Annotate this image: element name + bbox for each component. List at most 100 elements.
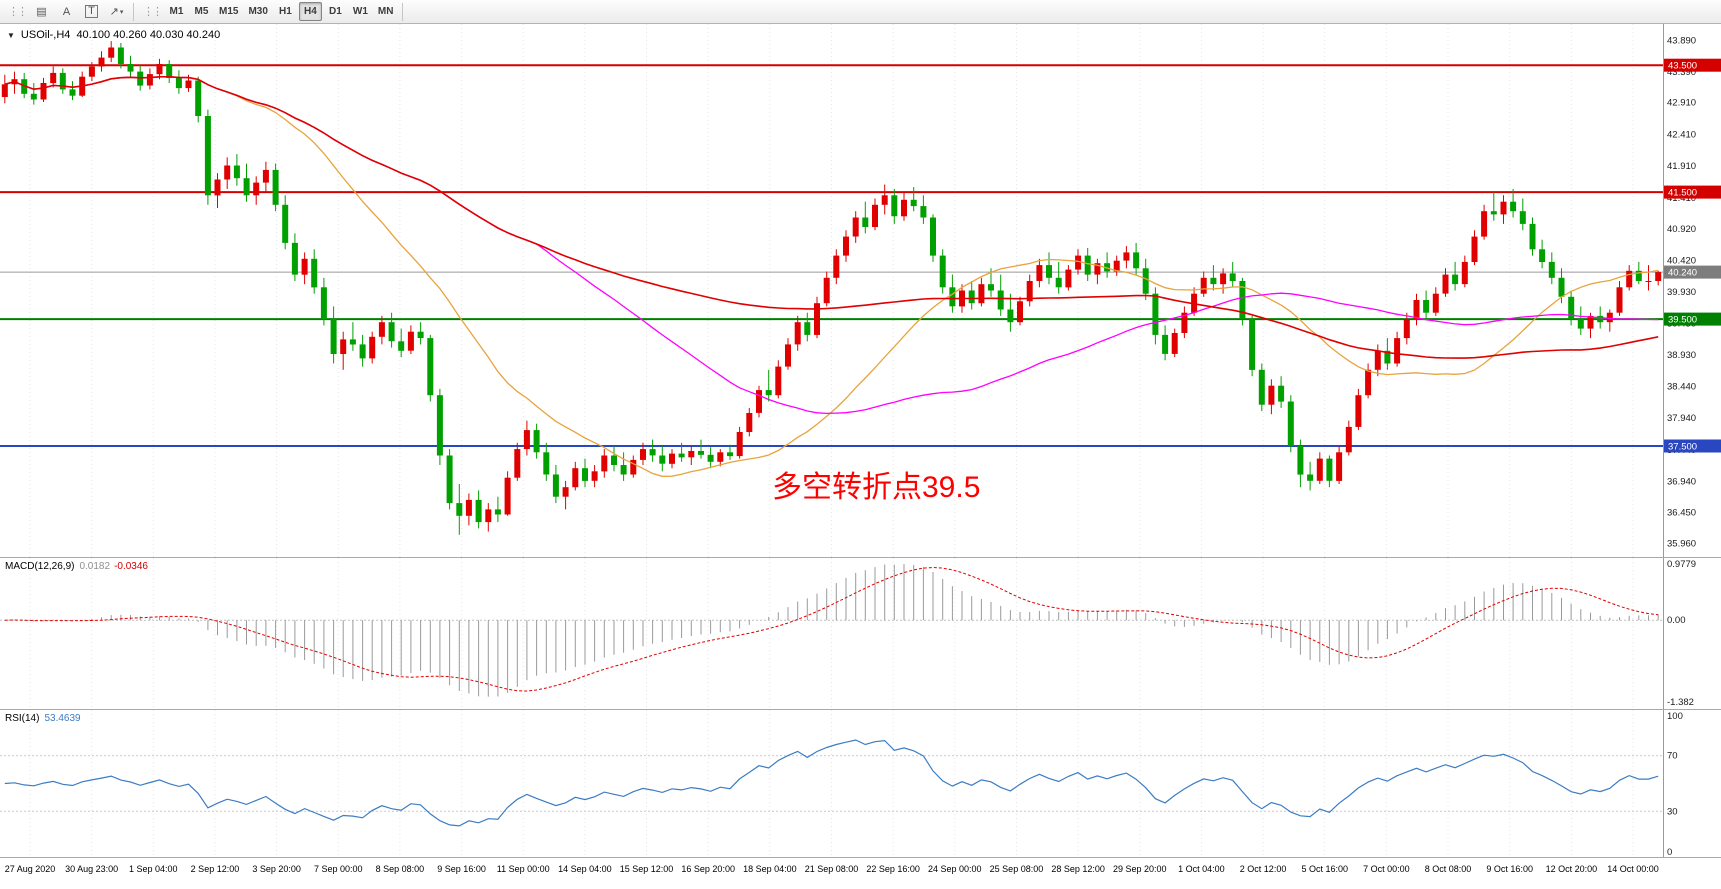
grid-layer bbox=[29, 24, 1634, 557]
top-toolbar: ⋮⋮ ▤ A T ↗ ▾ ⋮⋮ M1 M5 M15 M30 H1 H4 D1 W1 MN bbox=[0, 0, 1721, 24]
toolbar-grip[interactable]: ⋮⋮ bbox=[143, 6, 163, 18]
toolbar-separator bbox=[402, 2, 404, 21]
svg-text:100: 100 bbox=[1667, 711, 1683, 722]
svg-text:40.920: 40.920 bbox=[1667, 224, 1696, 235]
grid-layer bbox=[29, 710, 1634, 857]
time-axis-label: 27 Aug 2020 bbox=[4, 864, 56, 874]
timeframe-button-mn[interactable]: MN bbox=[377, 6, 394, 17]
svg-text:42.910: 42.910 bbox=[1667, 98, 1696, 109]
svg-text:39.930: 39.930 bbox=[1667, 287, 1696, 298]
svg-text:39.500: 39.500 bbox=[1668, 315, 1697, 326]
price-axis: 43.89043.39042.91042.41041.91041.41040.9… bbox=[1663, 24, 1721, 557]
fast-ma-line bbox=[4, 76, 1659, 477]
svg-text:0.00: 0.00 bbox=[1667, 615, 1686, 626]
time-axis-label: 24 Sep 00:00 bbox=[928, 864, 982, 874]
rsi-indicator-panel: 100 70 30 0 RSI(14) 53.4639 bbox=[0, 710, 1721, 858]
text-tool-icon: A bbox=[62, 5, 71, 18]
svg-text:43.390: 43.390 bbox=[1667, 67, 1696, 78]
svg-text:36.940: 36.940 bbox=[1667, 477, 1696, 488]
time-axis-label: 5 Oct 16:00 bbox=[1301, 864, 1348, 874]
time-axis-label: 7 Oct 00:00 bbox=[1363, 864, 1410, 874]
timeframe-button-m30[interactable]: M30 bbox=[248, 6, 268, 17]
toolbar-separator bbox=[133, 2, 134, 21]
time-axis-label: 14 Sep 04:00 bbox=[558, 864, 612, 874]
svg-text:0.9779: 0.9779 bbox=[1667, 559, 1696, 570]
timeframes-group: M1 M5 M15 M30 H1 H4 D1 W1 MN bbox=[165, 2, 397, 21]
timeframe-button-m1[interactable]: M1 bbox=[169, 6, 184, 17]
timeframe-button-h4[interactable]: H4 bbox=[298, 2, 322, 21]
svg-text:43.890: 43.890 bbox=[1667, 36, 1696, 47]
svg-text:38.930: 38.930 bbox=[1667, 350, 1696, 361]
svg-text:36.450: 36.450 bbox=[1667, 508, 1696, 519]
svg-text:40.420: 40.420 bbox=[1667, 256, 1696, 267]
time-axis-label: 8 Sep 08:00 bbox=[375, 864, 425, 874]
time-axis-label: 1 Sep 04:00 bbox=[129, 864, 178, 874]
time-axis-label: 29 Sep 20:00 bbox=[1112, 864, 1167, 874]
time-axis-label: 30 Aug 23:00 bbox=[65, 864, 119, 874]
macd-signal-line bbox=[4, 566, 1659, 692]
mid-ma-line bbox=[4, 76, 1659, 415]
macd-axis: 0.9779 0.00 -1.382 bbox=[1663, 558, 1696, 709]
svg-text:37.940: 37.940 bbox=[1667, 413, 1696, 424]
timeframe-button-w1[interactable]: W1 bbox=[352, 6, 368, 17]
svg-text:35.960: 35.960 bbox=[1667, 539, 1696, 550]
time-axis-label: 3 Sep 20:00 bbox=[252, 864, 301, 874]
time-axis-label: 9 Oct 16:00 bbox=[1486, 864, 1533, 874]
svg-text:37.500: 37.500 bbox=[1668, 442, 1697, 453]
arrows-dropdown-tool-icon: ↗ bbox=[109, 6, 119, 18]
svg-text:41.500: 41.500 bbox=[1668, 188, 1697, 199]
time-axis-label: 21 Sep 08:00 bbox=[804, 864, 859, 874]
time-axis-label: 7 Sep 00:00 bbox=[313, 864, 363, 874]
time-axis-label: 25 Sep 08:00 bbox=[989, 864, 1044, 874]
svg-text:70: 70 bbox=[1667, 751, 1678, 762]
time-axis-label: 15 Sep 12:00 bbox=[619, 864, 674, 874]
time-axis-label: 16 Sep 20:00 bbox=[681, 864, 735, 874]
macd-chart[interactable]: 0.9779 0.00 -1.382 bbox=[0, 558, 1721, 709]
slow-ma-line bbox=[4, 75, 1659, 359]
time-axis-label: 2 Sep 12:00 bbox=[190, 864, 240, 874]
time-axis-label: 1 Oct 04:00 bbox=[1178, 864, 1225, 874]
arrows-dropdown-tool-button[interactable]: ↗ ▾ bbox=[105, 2, 128, 21]
rsi-chart[interactable]: 100 70 30 0 bbox=[0, 710, 1721, 857]
time-axis-label: 22 Sep 16:00 bbox=[866, 864, 920, 874]
time-axis-label: 14 Oct 00:00 bbox=[1607, 864, 1659, 874]
svg-text:38.440: 38.440 bbox=[1667, 381, 1696, 392]
rsi-line bbox=[4, 739, 1659, 827]
dropdown-caret-icon: ▾ bbox=[119, 8, 124, 16]
rsi-axis: 100 70 30 0 bbox=[1663, 710, 1683, 857]
charts-grid-tool-button[interactable]: ▤ bbox=[30, 2, 53, 21]
time-axis-label: 2 Oct 12:00 bbox=[1239, 864, 1287, 874]
time-axis-label: 9 Sep 16:00 bbox=[437, 864, 486, 874]
candlestick-chart[interactable]: 43.89043.39042.91042.41041.91041.41040.9… bbox=[0, 24, 1721, 557]
svg-text:41.910: 41.910 bbox=[1667, 161, 1696, 172]
time-axis-label: 18 Sep 04:00 bbox=[743, 864, 797, 874]
timeframe-button-m15[interactable]: M15 bbox=[219, 6, 239, 17]
svg-text:43.500: 43.500 bbox=[1668, 61, 1697, 72]
text-label-tool-icon: T bbox=[85, 5, 98, 18]
svg-text:0: 0 bbox=[1667, 847, 1672, 857]
svg-text:42.410: 42.410 bbox=[1667, 129, 1696, 140]
timeframe-button-h1[interactable]: H1 bbox=[279, 6, 292, 17]
svg-text:40.240: 40.240 bbox=[1668, 268, 1697, 279]
svg-text:-1.382: -1.382 bbox=[1667, 697, 1694, 708]
toolbar-grip[interactable]: ⋮⋮ bbox=[8, 6, 28, 18]
grid-layer bbox=[29, 558, 1634, 709]
text-label-tool-button[interactable]: T bbox=[80, 2, 103, 21]
moving-averages-layer bbox=[4, 75, 1659, 477]
drawing-tools-group: ▤ A T ↗ ▾ bbox=[30, 2, 128, 21]
time-axis[interactable]: 27 Aug 2020 30 Aug 23:00 1 Sep 04:00 2 Sep … bbox=[0, 858, 1721, 889]
time-axis-label: 28 Sep 12:00 bbox=[1051, 864, 1105, 874]
charts-grid-tool-icon: ▤ bbox=[36, 6, 47, 18]
candles-layer bbox=[1, 41, 1662, 535]
text-tool-button[interactable]: A bbox=[55, 2, 78, 21]
svg-text:30: 30 bbox=[1667, 806, 1678, 817]
levels-layer bbox=[0, 64, 1663, 447]
time-axis-label: 11 Sep 00:00 bbox=[496, 864, 550, 874]
price-chart-panel: 43.89043.39042.91042.41041.91041.41040.9… bbox=[0, 24, 1721, 558]
timeframe-button-m5[interactable]: M5 bbox=[194, 6, 209, 17]
macd-indicator-panel: 0.9779 0.00 -1.382 MACD(12,26,9) 0.0182 -0.0… bbox=[0, 558, 1721, 710]
time-axis-label: 12 Oct 20:00 bbox=[1545, 864, 1598, 874]
time-axis-label: 8 Oct 08:00 bbox=[1424, 864, 1472, 874]
timeframe-button-d1[interactable]: D1 bbox=[329, 6, 342, 17]
